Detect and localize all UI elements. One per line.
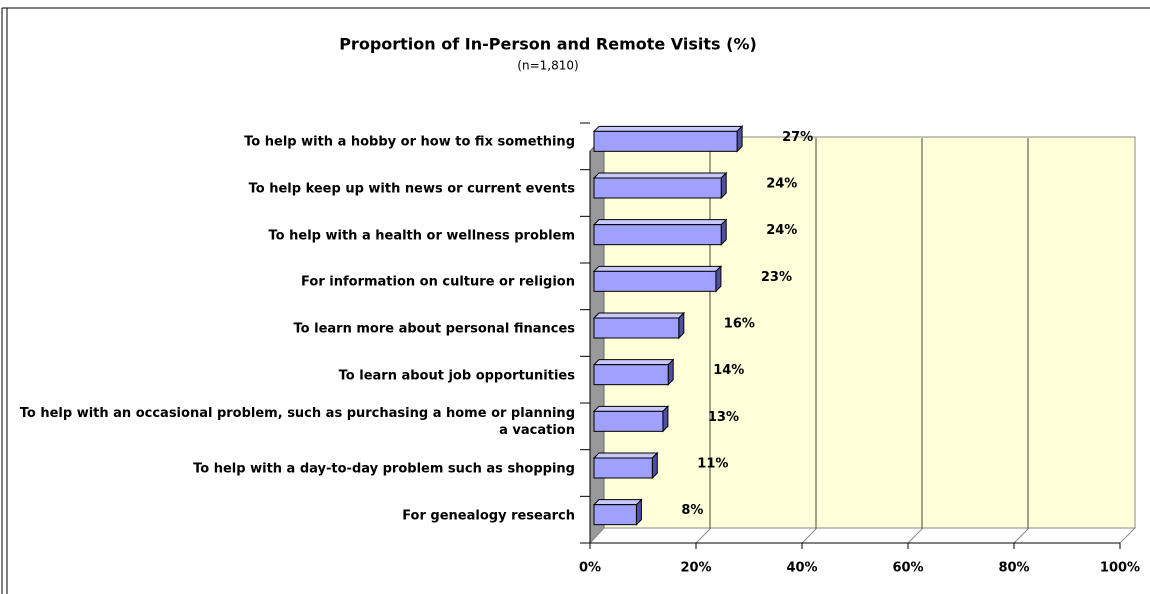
bar-side: [720, 218, 727, 246]
bar-side: [662, 405, 669, 433]
x-tick-label: 100%: [1100, 561, 1140, 576]
bar: [593, 270, 717, 292]
bar-top: [592, 265, 723, 272]
x-tick-label: 40%: [786, 561, 817, 576]
bar-top: [592, 172, 728, 179]
category-label: For information on culture or religion: [301, 274, 575, 290]
grid-line: [907, 528, 923, 544]
chart-subtitle: (n=1,810): [517, 59, 578, 73]
grid-line: [1013, 528, 1029, 544]
grid-line: [801, 528, 817, 544]
value-label: 11%: [697, 457, 728, 472]
bar: [593, 364, 669, 386]
floor: [588, 527, 1137, 544]
value-label: 13%: [708, 410, 739, 425]
bar-top: [592, 452, 659, 459]
grid-line: [695, 528, 711, 544]
bar-top: [592, 312, 686, 319]
back-wall: [603, 136, 1136, 529]
bar-side: [651, 451, 658, 480]
x-tick-label: 20%: [680, 561, 711, 576]
value-label: 16%: [724, 317, 755, 332]
category-label: To help with a day-to-day problem such a…: [193, 461, 575, 477]
value-label: 8%: [681, 503, 703, 518]
bar-top: [592, 405, 670, 412]
bar-top: [592, 125, 744, 132]
bar-side: [678, 311, 685, 340]
x-tick-label: 80%: [998, 561, 1029, 576]
bar: [593, 317, 680, 339]
bar-top: [592, 219, 728, 226]
value-label: 24%: [766, 177, 797, 192]
bar: [593, 504, 637, 526]
bar: [593, 457, 653, 479]
bar: [593, 177, 722, 199]
bar-top: [592, 499, 643, 506]
bar-side: [715, 265, 722, 293]
bar-side: [667, 358, 674, 386]
category-label: To learn about job opportunities: [338, 368, 575, 384]
category-label: For genealogy research: [402, 508, 575, 524]
value-label: 23%: [761, 270, 792, 285]
category-label: To help keep up with news or current eve…: [248, 181, 575, 197]
bar-side: [736, 125, 743, 153]
value-label: 14%: [713, 363, 744, 378]
bar: [593, 410, 664, 432]
value-label: 24%: [766, 223, 797, 238]
category-label: To help with a health or wellness proble…: [268, 228, 575, 244]
category-label: To help with an occasional problem, such…: [19, 406, 575, 439]
value-label: 27%: [782, 130, 813, 145]
x-tick-label: 0%: [579, 561, 601, 576]
chart-title: Proportion of In-Person and Remote Visit…: [339, 35, 757, 54]
bar-side: [720, 171, 727, 200]
bar-side: [635, 498, 642, 526]
category-label: To help with a hobby or how to fix somet…: [244, 134, 575, 150]
x-tick-label: 60%: [892, 561, 923, 576]
bar: [593, 224, 722, 246]
bar-top: [592, 359, 675, 366]
category-label: To learn more about personal finances: [293, 321, 575, 337]
bar: [593, 130, 738, 152]
